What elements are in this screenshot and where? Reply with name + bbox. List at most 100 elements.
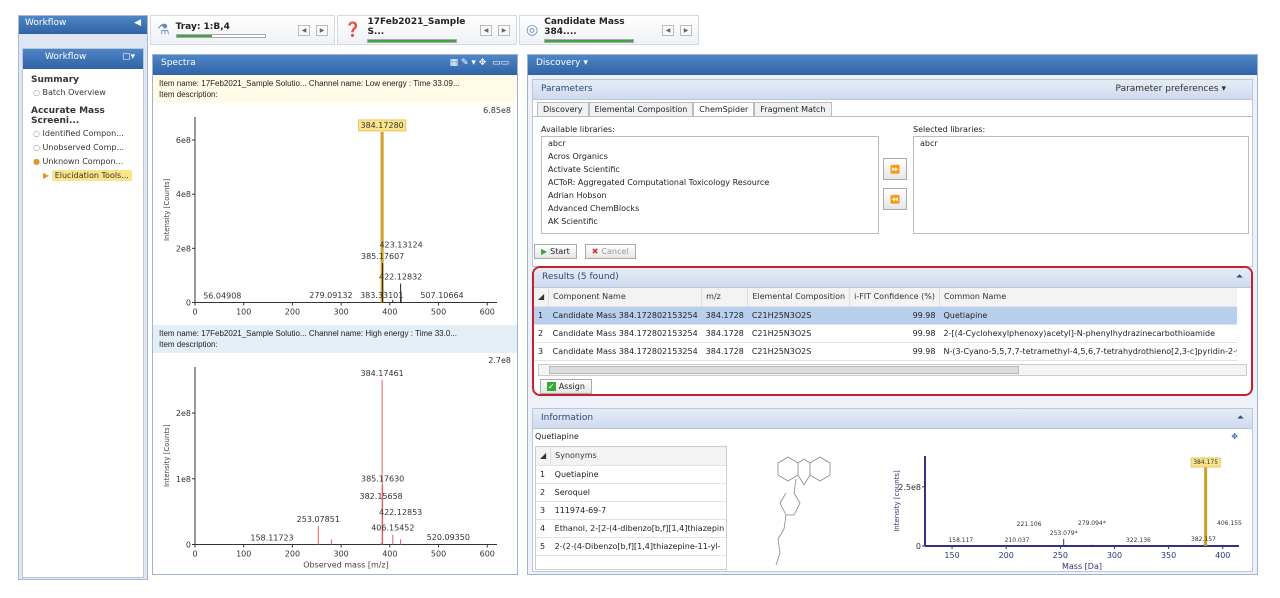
next-button[interactable]: ▶ [316,24,328,36]
y-axis-label: Intensity [Counts] [163,178,171,241]
library-item[interactable]: AK Scientific [548,217,598,226]
sidebar-item[interactable]: ○ Identified Compon... [23,127,143,141]
table-cell: Seroquel [550,483,726,502]
results-title: Results (5 found) [542,272,619,282]
table-row[interactable]: 3 111974-69-7 [536,501,726,520]
library-item[interactable]: abcr [548,139,566,148]
peak-label: 279.094* [1078,520,1106,527]
toolbar-icons[interactable]: ▦ ✎ ▾ ✥ ▭▭ [449,58,509,68]
prev-button[interactable]: ◀ [298,24,310,36]
dropdown-icon[interactable]: ▢▾ [121,52,135,62]
column-header[interactable]: i-FIT Confidence (%) [849,288,940,307]
library-item[interactable]: Acros Organics [548,152,608,161]
table-cell: 1 [536,465,551,484]
collapse-icon[interactable]: ◀ [134,18,141,28]
radio-icon: ○ [33,129,43,138]
available-libraries-list[interactable]: abcr Acros Organics Activate Scientific ACT… [541,136,879,234]
table-row[interactable]: 3 Candidate Mass 384.172802153254 384.1728… [534,342,1237,361]
collapse-icon[interactable]: ⏶ [1236,413,1244,423]
column-header[interactable]: Synonyms [550,447,726,466]
sidebar-item[interactable]: ● Unknown Compon... [23,155,143,169]
collapse-icon[interactable]: ⏶ [1235,272,1243,282]
x-tick-label: 100 [236,549,251,558]
column-header[interactable]: Elemental Composition [747,288,851,307]
cancel-button[interactable]: ✖ Cancel [584,244,636,259]
table-row[interactable]: 4 Ethanol, 2-[2-(4-dibenzo[b,f][1,4]thiaz… [536,519,726,538]
prev-button[interactable]: ◀ [662,24,674,36]
table-row[interactable]: 2 Candidate Mass 384.172802153254 384.1728… [534,324,1237,343]
sidebar-item-label: Unknown Compon... [42,157,124,166]
peak-label: 383.33101 [360,291,403,300]
table-row[interactable]: 5 2-(2-(4-Dibenzo[b,f][1,4]thiazepine-11-… [536,537,726,556]
sidebar-top-header[interactable]: Workflow ◀ [19,16,147,34]
table-row[interactable]: 1 Candidate Mass 384.172802153254 384.1728… [534,306,1237,325]
low-energy-info: Item name: 17Feb2021_Sample Solutio... C… [153,75,517,103]
sidebar-item[interactable]: ○ Unobserved Comp... [23,141,143,155]
selected-libraries-list[interactable]: abcr [913,136,1249,234]
next-button[interactable]: ▶ [680,24,692,36]
peak-label-highlight [357,119,407,132]
discovery-menu[interactable]: Discovery ▾ [536,58,588,68]
peak-label: 279.09132 [309,291,352,300]
move-icon[interactable]: ✥ [1231,432,1238,441]
y-tick-label: 2e8 [176,244,191,253]
discovery-panel: Discovery ▾ Parameters Parameter preferen… [527,54,1258,575]
table-cell: 4 [536,519,551,538]
table-cell: 2-[(4-Cyclohexylphenoxy)acetyl]-N-phenyl… [939,324,1237,343]
column-header[interactable]: Component Name [548,288,703,307]
peak-label: 507.10664 [420,291,463,300]
parameter-preferences-menu[interactable]: Parameter preferences ▾ [1115,84,1226,94]
table-row[interactable]: 2 Seroquel [536,483,726,502]
assign-button[interactable]: ✓ Assign [540,379,592,394]
item-description: Item description: [159,90,218,99]
library-item[interactable]: Activate Scientific [548,165,620,174]
results-section: Results (5 found) ⏶ ◢ Component Name m/z Ele… [532,266,1253,396]
assign-label: Assign [558,382,585,391]
sidebar-item[interactable]: ○ Batch Overview [23,86,143,100]
next-button[interactable]: ▶ [498,24,510,36]
table-cell: 2 [534,324,549,343]
synonyms-table[interactable]: ◢ Synonyms 1 Quetiapine 2 Seroquel 3 111974-69-… [536,447,726,556]
table-cell: 384.1728 [701,324,748,343]
tab-fragment-match[interactable]: Fragment Match [754,102,832,116]
sidebar-item-active[interactable]: ▶ Elucidation Tools... [33,169,143,183]
peak-label: 56.04908 [203,291,241,300]
tray-item[interactable]: ❓ 17Feb2021_Sample S... ◀ ▶ [337,15,517,45]
parameters-title: Parameters [541,84,593,94]
peak-label: 406.155 [1217,520,1242,527]
start-button[interactable]: ▶ Start [534,244,577,259]
add-library-button[interactable]: ⏩ [883,158,907,180]
library-item[interactable]: Adrian Hobson [548,191,607,200]
start-label: Start [550,247,570,256]
selected-library-item[interactable]: abcr [920,139,938,148]
prev-button[interactable]: ◀ [480,24,492,36]
workflow-panel-header[interactable]: Workflow ▢▾ [23,49,143,69]
library-item[interactable]: Advanced ChemBlocks [548,204,640,213]
table-row[interactable]: 1 Quetiapine [536,465,726,484]
radio-icon: ○ [33,88,43,97]
tab-elemental-composition[interactable]: Elemental Composition [588,102,694,116]
remove-library-button[interactable]: ⏪ [883,188,907,210]
peak-label: 221.106 [1017,521,1042,528]
discovery-header[interactable]: Discovery ▾ [528,55,1257,75]
horizontal-scrollbar[interactable] [538,364,1247,376]
molecule-structure [775,456,831,566]
library-item[interactable]: ACToR: Aggregated Computational Toxicolo… [548,178,770,187]
peak-label: 253.07851 [297,515,340,524]
peak-label: 385.17607 [361,252,404,261]
table-cell: 3 [534,342,549,361]
low-energy-spectrum[interactable]: 0 100 200 300 400 500 600 0 2e8 4e8 6e8 Intensity [… [153,103,517,325]
peak-label: 385.17630 [361,474,404,483]
high-energy-spectrum[interactable]: 0 100 200 300 400 500 600 0 1e8 2e8 Intensity [Cou… [153,353,517,575]
tab-chemspider[interactable]: ChemSpider [693,102,755,116]
column-header[interactable]: Common Name [939,288,1237,307]
tray-item[interactable]: ◎ Candidate Mass 384.... ◀ ▶ [519,15,699,45]
results-table[interactable]: ◢ Component Name m/z Elemental Composition i… [534,288,1237,361]
y-tick-label: 2.5e8 [898,483,921,492]
max-intensity-label: 2.7e8 [488,356,511,365]
tray-item[interactable]: ⚗ Tray: 1:B,4 ◀ ▶ [150,15,335,45]
tab-discovery[interactable]: Discovery [537,102,589,116]
peak-label: 210.037 [1005,537,1030,544]
column-header[interactable]: m/z [701,288,749,307]
